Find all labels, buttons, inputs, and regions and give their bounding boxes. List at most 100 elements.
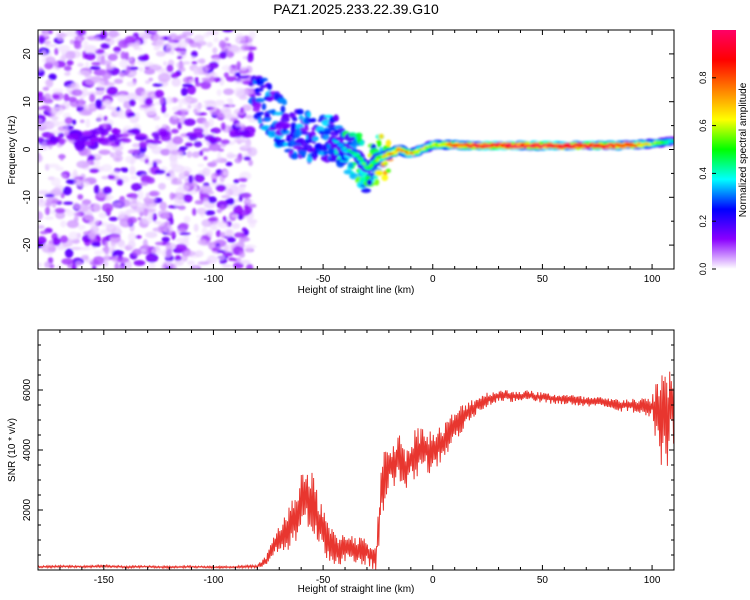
heatmap-cell (184, 177, 189, 184)
heatmap-cell (223, 88, 235, 96)
heatmap-cell (41, 244, 53, 248)
heatmap-cell (237, 209, 251, 217)
colorbar-label: Normalized spectral amplitude (738, 82, 749, 217)
heatmap-cell (166, 64, 174, 73)
heatmap-cell (339, 145, 343, 148)
heatmap-cell (191, 55, 196, 60)
heatmap-cell (182, 61, 191, 65)
heatmap-cell (52, 94, 60, 100)
heatmap-cell (104, 196, 111, 202)
heatmap-cell (170, 181, 184, 185)
heatmap-cell (246, 263, 254, 269)
heatmap-cell (38, 262, 43, 268)
heatmap-cell (206, 41, 213, 48)
heatmap-cell (110, 239, 117, 247)
heatmap-cell (101, 246, 114, 255)
heatmap-cell (193, 223, 199, 233)
colorbar-gradient (712, 30, 736, 269)
heatmap-cell (206, 230, 214, 238)
heatmap-cell (64, 248, 74, 258)
heatmap-cell (243, 244, 254, 253)
heatmap-cell (48, 263, 55, 269)
heatmap-cell (114, 262, 120, 269)
heatmap-cell (83, 210, 94, 221)
heatmap-cell (144, 158, 149, 164)
heatmap-cell (409, 151, 414, 154)
heatmap-cell (448, 142, 452, 145)
heatmap-cell (103, 115, 108, 121)
heatmap-cell (89, 161, 95, 166)
heatmap-cell (342, 146, 347, 149)
heatmap-cell (196, 207, 207, 215)
heatmap-cell (117, 114, 129, 119)
heatmap-cell (220, 231, 226, 239)
heatmap-cell (212, 221, 217, 230)
heatmap-cell (191, 61, 198, 65)
heatmap-cell (107, 174, 116, 180)
heatmap-cell (376, 140, 382, 148)
heatmap-cell (425, 146, 429, 150)
heatmap-cell (378, 133, 384, 140)
heatmap-cell (335, 140, 340, 144)
x-tick-label: 50 (537, 274, 549, 285)
heatmap-cell (238, 239, 245, 248)
heatmap-cell (381, 155, 385, 158)
heatmap-cell (71, 89, 83, 97)
heatmap-cell (194, 200, 204, 205)
heatmap-cell (49, 120, 61, 127)
heatmap-cell (152, 227, 164, 232)
heatmap-cell (385, 139, 392, 147)
heatmap-cell (197, 261, 210, 265)
heatmap-cell (135, 235, 142, 239)
heatmap-cell (234, 157, 242, 164)
heatmap-cell (199, 150, 204, 156)
heatmap-cell (223, 244, 229, 253)
heatmap-cell (117, 39, 130, 49)
heatmap-cell (246, 53, 254, 63)
heatmap-cell (225, 229, 233, 237)
heatmap-cell (112, 249, 124, 256)
heatmap-cell (61, 173, 68, 179)
heatmap-cell (174, 255, 182, 262)
heatmap-cell (75, 30, 87, 36)
heatmap-cell (59, 235, 69, 243)
heatmap-cell (146, 177, 155, 184)
heatmap-cell (304, 124, 309, 128)
heatmap-cell (240, 44, 250, 51)
heatmap-cell (92, 127, 107, 135)
heatmap-cell (225, 161, 233, 167)
heatmap-cell (280, 105, 286, 114)
heatmap-cell (106, 64, 115, 70)
heatmap-cell (232, 257, 237, 262)
snr-series-line (38, 371, 674, 570)
heatmap-cell (144, 68, 156, 75)
heatmap-cell (50, 115, 60, 121)
heatmap-cell (530, 143, 535, 146)
heatmap-cell (108, 216, 118, 222)
heatmap-cell (153, 197, 163, 204)
heatmap-cell (51, 187, 62, 197)
heatmap-cell (161, 212, 170, 220)
heatmap-cell (120, 138, 132, 143)
heatmap-cell (226, 50, 234, 59)
heatmap-cell (38, 106, 45, 111)
heatmap-cell (81, 130, 93, 137)
heatmap-cell (178, 222, 189, 230)
heatmap-cell (129, 165, 136, 175)
heatmap-cell (130, 202, 140, 207)
heatmap-cell (130, 175, 138, 180)
heatmap-cell (271, 131, 276, 137)
heatmap-cell (355, 132, 363, 139)
heatmap-cell (101, 71, 112, 80)
heatmap-cell (222, 251, 234, 257)
heatmap-cell (183, 233, 190, 242)
heatmap-cell (248, 159, 253, 167)
heatmap-cell (89, 168, 100, 174)
heatmap-cell (38, 236, 47, 245)
heatmap-cell (85, 118, 91, 128)
heatmap-cell (95, 98, 103, 109)
heatmap-cell (177, 205, 186, 211)
x-tick-label: 0 (430, 575, 436, 586)
heatmap-cell (72, 169, 78, 177)
heatmap-cell (243, 199, 255, 204)
